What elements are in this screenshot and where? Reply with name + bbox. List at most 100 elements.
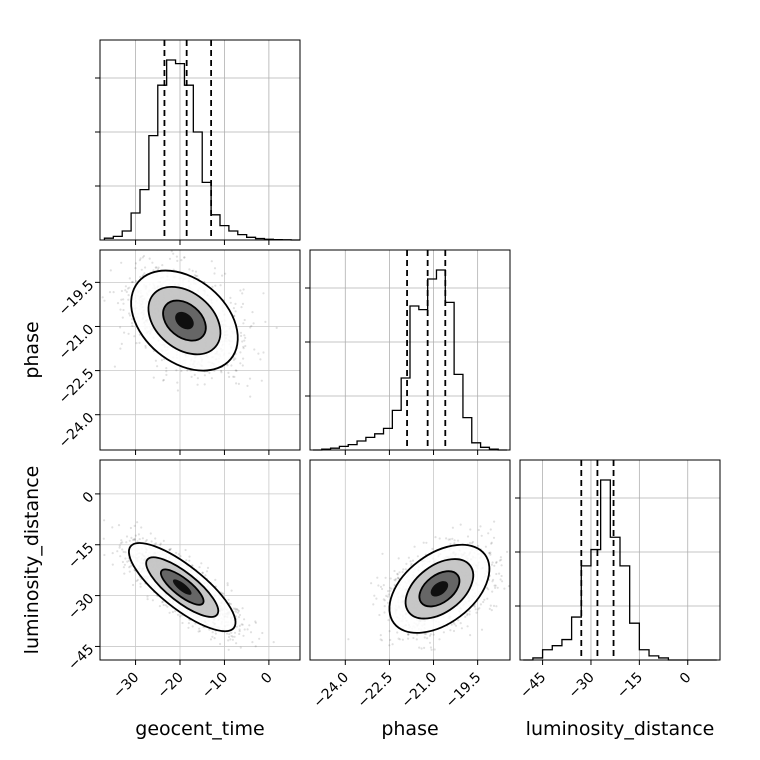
scatter-point <box>172 252 175 255</box>
scatter-point <box>456 539 460 542</box>
scatter-point <box>494 584 497 587</box>
x-tick-label: −19.5 <box>443 670 485 712</box>
scatter-point <box>103 553 106 557</box>
scatter-point <box>142 254 146 258</box>
scatter-point <box>159 542 162 545</box>
scatter-point <box>407 637 410 640</box>
scatter-point <box>242 634 245 637</box>
scatter-point <box>394 579 397 582</box>
scatter-point <box>141 256 144 259</box>
scatter-point <box>492 578 495 581</box>
scatter-point <box>493 520 496 523</box>
scatter-point <box>398 638 401 641</box>
scatter-point <box>379 585 383 589</box>
scatter-point <box>412 636 415 640</box>
scatter-point <box>486 597 489 600</box>
scatter-area <box>100 250 300 450</box>
scatter-point <box>175 255 178 258</box>
scatter-point <box>160 359 163 362</box>
scatter-point <box>500 558 503 561</box>
scatter-point <box>222 592 225 595</box>
scatter-point <box>122 302 125 305</box>
y-tick-label: −21.0 <box>56 322 98 364</box>
scatter-point <box>118 546 121 549</box>
x-tick-label: −45 <box>517 670 549 702</box>
scatter-point <box>198 566 201 569</box>
scatter-point <box>238 613 242 617</box>
scatter-point <box>488 551 491 555</box>
scatter-point <box>141 537 144 540</box>
scatter-point <box>260 379 263 382</box>
scatter-point <box>235 382 238 385</box>
scatter-point <box>492 604 496 608</box>
scatter-point <box>221 592 224 595</box>
scatter-point <box>275 326 278 329</box>
scatter-point <box>407 633 410 636</box>
scatter-point <box>101 296 104 299</box>
scatter-point <box>174 610 177 613</box>
scatter-point <box>487 588 490 591</box>
scatter-point <box>249 631 253 634</box>
scatter-point <box>491 580 494 583</box>
scatter-point <box>208 628 211 631</box>
scatter-point <box>226 582 229 585</box>
scatter-point <box>234 310 237 313</box>
scatter-point <box>489 528 492 531</box>
scatter-point <box>234 607 237 610</box>
scatter-point <box>238 630 241 633</box>
scatter-point <box>373 594 376 597</box>
scatter-point <box>168 257 172 260</box>
scatter-point <box>246 384 249 387</box>
scatter-point <box>243 318 246 322</box>
scatter-point <box>234 369 237 372</box>
scatter-point <box>484 545 487 548</box>
scatter-point <box>453 623 456 626</box>
scatter-point <box>466 614 469 617</box>
scatter-point <box>240 623 243 626</box>
scatter-point <box>183 256 186 259</box>
scatter-point <box>501 580 504 583</box>
scatter-point <box>238 628 241 631</box>
scatter-point <box>165 367 168 370</box>
scatter-point <box>128 566 131 569</box>
scatter-point <box>140 526 143 529</box>
panel-hist-luminosity_distance: −45 −30 −15 0 <box>515 459 721 702</box>
scatter-point <box>233 375 236 378</box>
scatter-point <box>134 267 137 270</box>
scatter-point <box>220 371 223 374</box>
scatter-point <box>231 638 234 641</box>
scatter-point <box>117 524 121 527</box>
panel-frame <box>519 459 721 661</box>
scatter-point <box>231 635 234 638</box>
scatter-point <box>204 574 207 577</box>
scatter-point <box>116 302 120 305</box>
scatter-point <box>128 286 131 289</box>
scatter-point <box>213 267 217 270</box>
scatter-point <box>453 542 456 545</box>
scatter-point <box>127 332 130 335</box>
scatter-point <box>170 250 173 253</box>
scatter-point <box>131 318 134 321</box>
scatter-point <box>211 631 214 634</box>
scatter-point <box>126 560 129 563</box>
y-tick-label: −30 <box>65 591 97 623</box>
scatter-point <box>214 284 217 287</box>
scatter-point <box>131 280 134 283</box>
scatter-point <box>431 547 434 551</box>
scatter-point <box>102 537 105 540</box>
panel-hist-geocent_time <box>95 39 301 245</box>
scatter-point <box>379 634 382 637</box>
scatter-point <box>185 559 188 562</box>
scatter-point <box>477 544 480 547</box>
scatter-point <box>451 537 454 540</box>
scatter-point <box>138 259 141 262</box>
scatter-point <box>124 557 127 560</box>
x-tick-label: −20 <box>155 670 187 702</box>
scatter-point <box>123 563 126 566</box>
scatter-point <box>498 572 501 575</box>
scatter-point <box>120 261 123 264</box>
scatter-point <box>154 542 158 545</box>
scatter-point <box>139 257 142 260</box>
scatter-point <box>347 638 350 641</box>
scatter-point <box>230 634 233 638</box>
